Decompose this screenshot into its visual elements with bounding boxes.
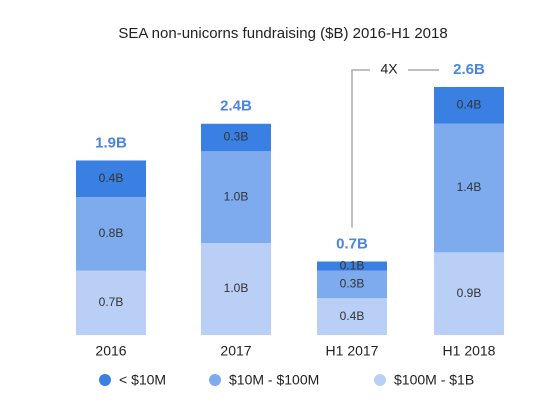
x-tick-label: 2017 — [220, 343, 251, 359]
total-label: 0.7B — [336, 235, 368, 252]
bar-segment — [201, 151, 271, 244]
bar-segment — [76, 197, 146, 271]
bar-segment — [434, 87, 504, 124]
bar-segment — [317, 261, 387, 271]
segment-label: 0.8B — [99, 226, 124, 240]
segment-label: 1.0B — [224, 281, 249, 295]
bar-segment — [434, 252, 504, 335]
total-label: 2.6B — [453, 61, 485, 78]
bar-segment — [434, 123, 504, 253]
bar-segment — [76, 270, 146, 335]
x-tick-label: 2016 — [95, 343, 126, 359]
x-tick-label: H1 2018 — [443, 343, 496, 359]
segment-label: 0.7B — [99, 295, 124, 309]
bar-segment — [317, 270, 387, 299]
segment-label: 0.1B — [340, 258, 365, 272]
segment-label: 0.3B — [224, 130, 249, 144]
segment-label: 1.4B — [457, 180, 482, 194]
bar-segment — [317, 298, 387, 335]
bar-segment — [76, 160, 146, 198]
bar-segment — [201, 243, 271, 335]
legend-label: $10M - $100M — [229, 372, 319, 388]
annotation: 4X — [380, 61, 398, 77]
total-label: 2.4B — [220, 98, 252, 115]
x-tick-label: H1 2017 — [326, 343, 379, 359]
legend-marker — [99, 374, 111, 386]
segment-label: 0.3B — [340, 277, 365, 291]
segment-label: 0.4B — [99, 171, 124, 185]
segment-label: 0.9B — [457, 286, 482, 300]
legend-label: $100M - $1B — [394, 372, 474, 388]
segment-label: 0.4B — [457, 98, 482, 112]
legend-marker — [374, 374, 386, 386]
legend-label: < $10M — [119, 372, 166, 388]
segment-label: 1.0B — [224, 189, 249, 203]
bracket — [351, 69, 439, 228]
chart-title: SEA non-unicorns fundraising ($B) 2016-H… — [118, 25, 447, 42]
legend-marker — [209, 374, 221, 386]
bar-segment — [201, 123, 271, 152]
segment-label: 0.4B — [340, 309, 365, 323]
total-label: 1.9B — [95, 134, 127, 151]
